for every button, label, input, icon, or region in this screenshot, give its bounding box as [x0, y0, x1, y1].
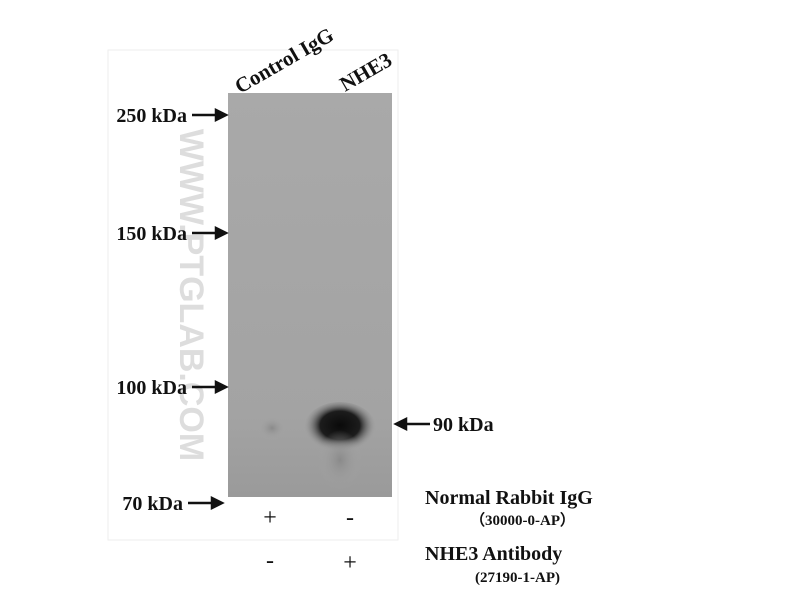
band	[304, 402, 376, 454]
marker-label: 70 kDa	[122, 493, 183, 515]
lane-label: NHE3	[336, 48, 397, 97]
sign: -	[346, 505, 354, 531]
faint-band	[258, 416, 286, 440]
sign: +	[263, 505, 277, 531]
frame	[107, 49, 399, 541]
sign: +	[343, 550, 357, 576]
marker-label: 150 kDa	[116, 223, 187, 245]
catalog: (27190-1-AP)	[475, 570, 560, 586]
marker-label: 100 kDa	[116, 377, 187, 399]
treatment-name: NHE3 Antibody	[425, 543, 562, 565]
watermark: WWW.PTGLAB.COM	[172, 129, 210, 461]
lane-label: Control IgG	[231, 23, 338, 99]
marker-arrows	[188, 107, 430, 511]
treatment-name: Normal Rabbit IgG	[425, 487, 593, 509]
catalog: （30000-0-AP）	[470, 511, 575, 529]
sign: -	[266, 548, 274, 574]
band-label: 90 kDa	[433, 414, 494, 436]
smear	[318, 430, 362, 490]
marker-label: 250 kDa	[116, 105, 187, 127]
